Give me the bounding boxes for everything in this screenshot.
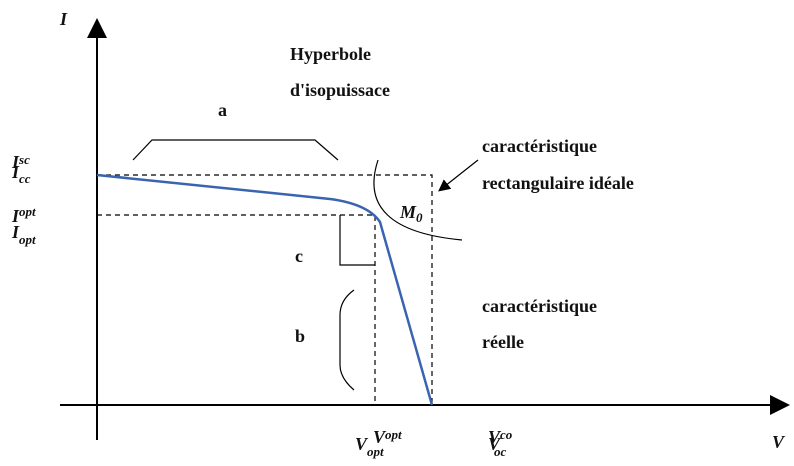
bracket-c [339,215,375,266]
y-mark: Iopt [11,222,36,247]
label-c: c [295,246,303,266]
y-mark: Icc [11,162,31,186]
arrow [438,159,479,192]
x-label: V [772,432,786,452]
real-label: réelle [482,332,524,352]
bracket-a [132,139,339,161]
optimum-lines [97,214,376,405]
x-mark: Vopt [373,427,402,447]
x-mark: Vco [488,427,513,447]
ideal-label: rectangulaire idéale [482,173,634,193]
point-label: M0 [399,202,423,225]
bracket-b [339,289,355,391]
ideal-label: caractéristique [482,136,597,156]
x-mark: Vopt [355,434,384,459]
real-label: caractéristique [482,296,597,316]
label-a: a [218,100,227,120]
x-mark: Voc [488,434,507,459]
hyperbola [373,159,463,241]
ideal-rectangle [97,174,433,405]
real-curve [96,173,434,406]
label-b: b [295,326,305,346]
y-mark: Iopt [11,204,36,226]
hyperbola-label: d'isopuissace [290,80,390,100]
y-label: I [59,9,68,29]
y-mark: Isc [11,152,30,172]
hyperbola-label: Hyperbole [290,44,371,64]
